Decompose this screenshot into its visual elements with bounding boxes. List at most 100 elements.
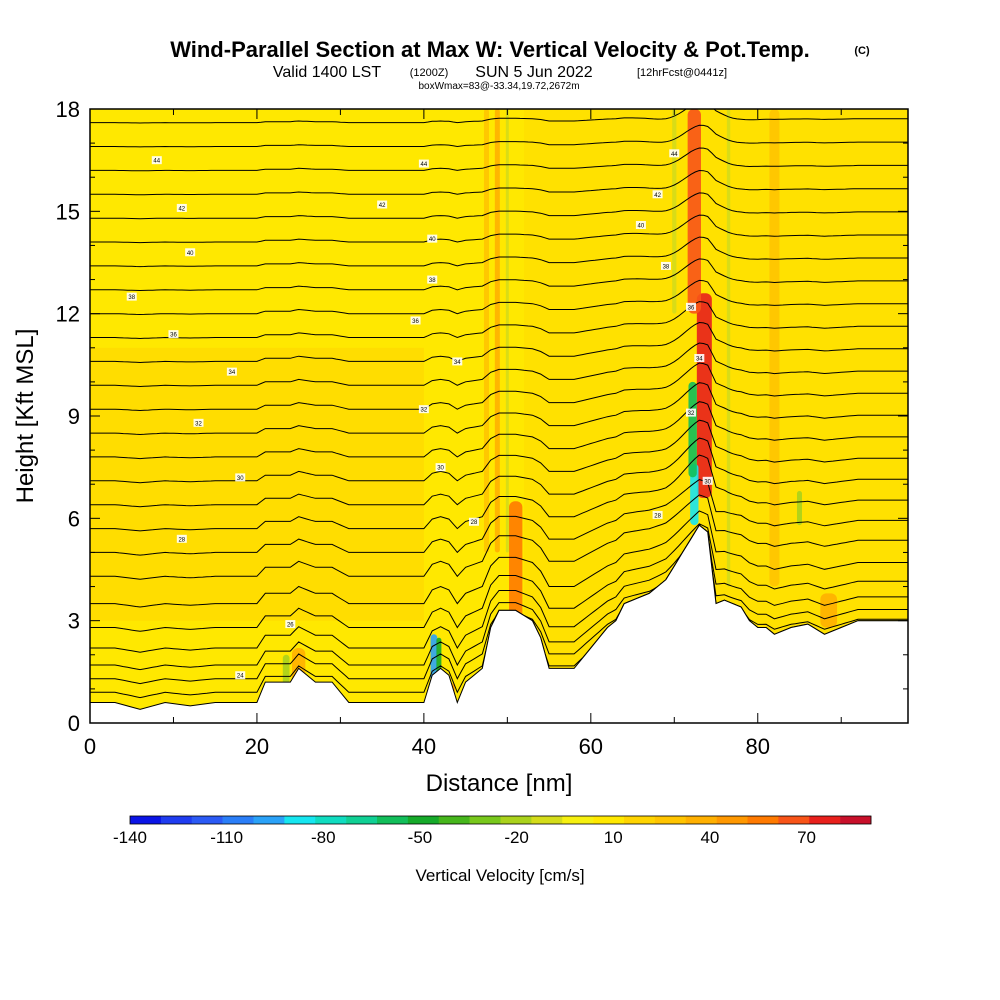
isentrope-label: 38: [663, 264, 670, 270]
isentrope-label-box: [377, 200, 388, 209]
updraft-core: [769, 109, 780, 587]
isentrope-line: [90, 258, 908, 292]
updraft-core: [687, 109, 701, 314]
isentrope-label-box: [285, 620, 296, 629]
isentrope-line: [90, 437, 908, 508]
colorbar: [129, 815, 872, 825]
isentrope-label: 42: [178, 206, 185, 212]
isentrope-label-box: [685, 302, 696, 311]
colorbar-label: Vertical Velocity [cm/s]: [415, 866, 584, 885]
colorbar-swatch: [809, 816, 841, 824]
isentrope-label-box: [168, 330, 179, 339]
y-tick-label: 6: [68, 506, 80, 531]
colorbar-swatch: [160, 816, 193, 824]
isentrope-label: 30: [237, 476, 244, 482]
isentrope-label: 32: [688, 411, 695, 417]
y-tick-label: 9: [68, 404, 80, 429]
subtitle-forecast: [12hrFcst@0441z]: [637, 67, 727, 79]
isentrope-label: 36: [412, 319, 419, 325]
colorbar-tick-label: 70: [797, 828, 816, 847]
downdraft-core: [690, 463, 699, 526]
colorbar-swatch: [531, 816, 563, 824]
isentrope-label: 40: [429, 237, 436, 243]
isentrope-label-box: [185, 248, 196, 257]
terrain-mask: [90, 524, 908, 723]
isentrope-label: 42: [379, 203, 386, 209]
isentrope-line: [90, 279, 908, 316]
colorbar-swatch: [654, 816, 687, 824]
updraft-core: [509, 501, 523, 628]
updraft-core: [820, 593, 838, 628]
isentrope-label: 38: [128, 295, 135, 301]
isentrope-label: 26: [287, 623, 294, 629]
isentrope-line: [90, 342, 908, 388]
updraft-core: [696, 293, 712, 498]
isentrope-line: [90, 301, 908, 340]
isentrope-line: [90, 124, 908, 148]
colorbar-swatch: [500, 816, 532, 824]
colorbar-swatch: [377, 816, 409, 824]
isentrope-label-box: [468, 517, 479, 526]
isentrope-label: 36: [170, 333, 177, 339]
isentrope-label: 30: [437, 466, 444, 472]
isentrope-label-box: [702, 476, 713, 485]
colorbar-swatch: [253, 816, 285, 824]
isentrope-label-box: [418, 159, 429, 168]
isentrope-line: [90, 192, 908, 220]
isentrope-line: [90, 321, 908, 364]
isentrope-line: [90, 382, 908, 436]
isentrope-label: 38: [429, 278, 436, 284]
colorbar-swatch: [469, 816, 501, 824]
colorbar-swatch: [685, 816, 717, 824]
colorbar-swatch: [315, 816, 347, 824]
isentrope-line: [90, 236, 908, 268]
downdraft-core: [672, 109, 677, 314]
x-tick-label: 80: [746, 734, 770, 759]
isentrope-label-box: [435, 463, 446, 472]
isentrope-label-box: [652, 510, 663, 519]
isentrope-label-box: [235, 473, 246, 482]
isentrope-label-box: [669, 149, 680, 158]
downdraft-core: [796, 491, 802, 526]
colorbar-tick-label: 40: [700, 828, 719, 847]
isentrope-label-box: [452, 357, 463, 366]
isentrope-label-box: [193, 418, 204, 427]
colorbar-tick-label: 10: [604, 828, 623, 847]
isentrope-line: [90, 523, 908, 632]
downdraft-core: [726, 109, 731, 587]
colorbar-frame: [129, 815, 872, 825]
isentrope-label-box: [126, 292, 137, 301]
title-units-mark: (C): [854, 45, 870, 57]
isentrope-lines: [90, 109, 908, 699]
isentrope-line: [90, 479, 908, 556]
isentrope-label-box: [176, 203, 187, 212]
isentrope-label-box: [418, 405, 429, 414]
isentrope-label-box: [660, 261, 671, 270]
x-axis: 0 20 40 60 80: [84, 109, 842, 759]
subtitle-zulu: (1200Z): [410, 67, 449, 79]
colorbar-swatch: [593, 816, 625, 824]
colorbar-swatch: [562, 816, 594, 824]
isentrope-label-box: [226, 367, 237, 376]
colorbar-tick-label: -140: [113, 828, 147, 847]
isentrope-label: 40: [187, 251, 194, 257]
isentrope-label-box: [410, 316, 421, 325]
box-wmax-note: boxWmax=83@-33.34,19.72,2672m: [418, 81, 579, 92]
isentrope-label: 44: [421, 162, 428, 168]
isentrope-label: 44: [153, 159, 160, 165]
colorbar-swatch: [130, 816, 162, 824]
isentrope-line: [90, 524, 908, 653]
y-tick-label: 18: [56, 97, 80, 122]
isentrope-label-box: [176, 534, 187, 543]
isentrope-label-box: [427, 234, 438, 243]
colorbar-swatch: [346, 816, 378, 824]
isentrope-label: 36: [688, 305, 695, 311]
isentrope-label-box: [652, 190, 663, 199]
colorbar-tick-label: -50: [408, 828, 433, 847]
colorbar-swatch: [624, 816, 656, 824]
y-tick-label: 12: [56, 302, 80, 327]
colorbar-tick-label: -80: [311, 828, 336, 847]
colorbar-swatch: [778, 816, 810, 824]
colorbar-tick-label: -110: [210, 828, 243, 847]
